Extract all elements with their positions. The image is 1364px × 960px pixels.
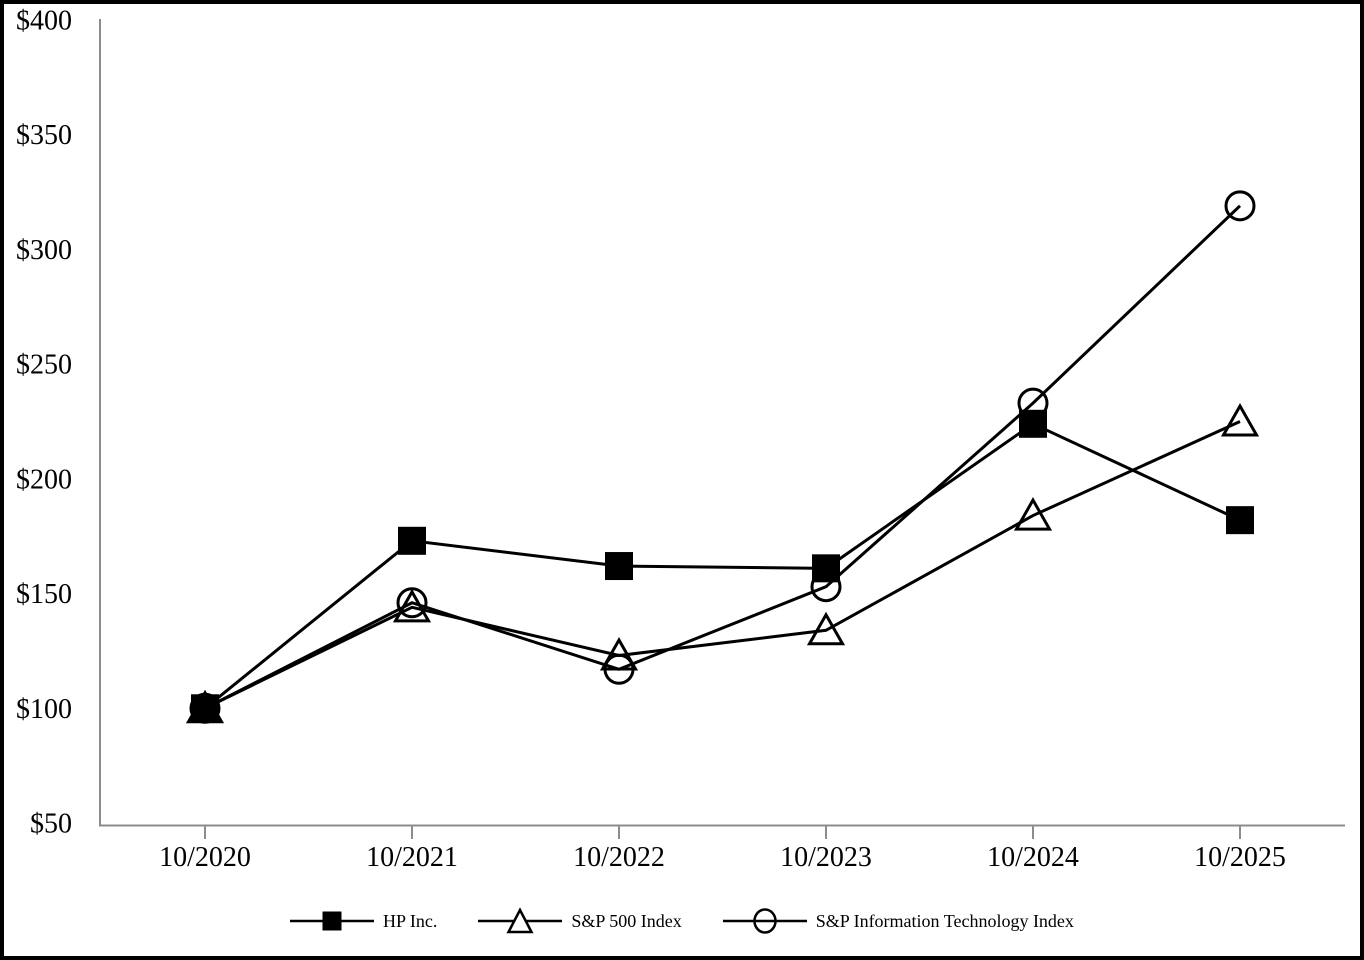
data-point-open-triangle-marker [599, 636, 639, 671]
data-point-open-circle-marker [396, 587, 428, 619]
data-point-open-triangle-marker [1013, 497, 1053, 531]
y-axis-tick-label: $150 [16, 579, 72, 610]
legend-label-hp-inc: HP Inc. [383, 910, 438, 931]
x-axis-tick-label: 10/2023 [780, 842, 872, 873]
performance-line-chart: $50 $100 $150 $200 $250 $300 $350 $400 10/2020 10… [16, 6, 1345, 873]
data-point-filled-square-marker [605, 552, 633, 581]
y-axis-tick-label: $300 [16, 235, 72, 266]
data-point-open-circle-marker [1224, 190, 1256, 222]
y-axis-tick-label: $200 [16, 464, 72, 495]
filled-square-marker-icon [290, 911, 375, 931]
chart-legend: HP Inc. S&P 500 Index S&P Information Te… [4, 902, 1360, 940]
data-point-filled-square-marker [398, 526, 426, 555]
data-point-filled-square-marker [1019, 409, 1047, 438]
x-axis-tick-label: 10/2025 [1194, 842, 1286, 873]
series-line [204, 204, 1242, 710]
y-axis-tick-label: $350 [16, 120, 72, 151]
legend-label-sp500: S&P 500 Index [571, 910, 682, 931]
x-axis-tick-label: 10/2021 [366, 842, 458, 873]
open-circle-marker-icon [722, 908, 807, 934]
data-point-filled-square-marker [812, 554, 840, 583]
data-point-filled-square-marker [191, 694, 219, 723]
series-line [204, 422, 1241, 710]
legend-item-hp-inc: HP Inc. [290, 905, 437, 937]
data-point-open-triangle-marker [392, 588, 432, 623]
y-axis-tick-label: $50 [30, 809, 72, 840]
legend-item-sp-it: S&P Information Technology Index [722, 905, 1074, 937]
x-axis-tick-label: 10/2024 [987, 842, 1079, 873]
y-axis-tick-label: $250 [16, 350, 72, 381]
data-point-open-triangle-marker [806, 611, 846, 646]
legend-item-sp500: S&P 500 Index [478, 905, 682, 937]
series-hp-inc [191, 409, 1254, 723]
y-axis-tick-label: $400 [16, 6, 72, 37]
y-axis-tick-label: $100 [16, 694, 72, 725]
x-axis-tick-label: 10/2022 [573, 842, 665, 873]
series-line [204, 420, 1241, 710]
x-axis-tick-label: 10/2020 [159, 842, 251, 873]
data-point-open-triangle-marker [1220, 402, 1260, 437]
open-triangle-marker-icon [478, 907, 563, 934]
data-point-filled-square-marker [1226, 506, 1254, 535]
legend-label-sp-it: S&P Information Technology Index [815, 910, 1074, 931]
